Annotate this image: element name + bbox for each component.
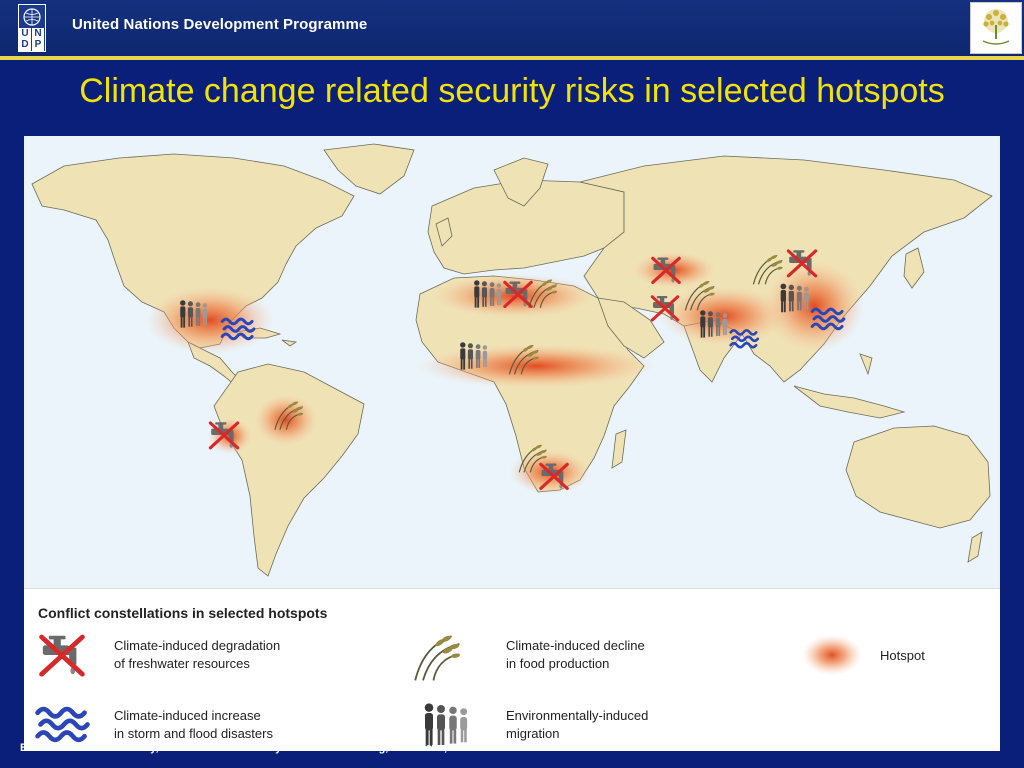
- footer: Environment and Security, UNDP-EuE Commu…: [0, 742, 1024, 768]
- legend-item-hotspot: Hotspot: [880, 648, 925, 663]
- legend-storm-line1: Climate-induced increase: [114, 708, 261, 723]
- legend-migration-line2: migration: [506, 726, 560, 741]
- undp-logo: U N D P: [18, 4, 46, 52]
- southeast-asia-islands: [793, 353, 906, 419]
- japan-landmass: [903, 247, 925, 289]
- scandinavia-landmass: [493, 157, 549, 207]
- legend-item-storm: Climate-induced increase in storm and fl…: [114, 707, 354, 743]
- arabia-landmass: [597, 297, 665, 359]
- legend-item-food: Climate-induced decline in food producti…: [506, 637, 746, 673]
- legend-title: Conflict constellations in selected hots…: [38, 605, 328, 621]
- logo-letter-n: N: [32, 28, 44, 40]
- map-legend: Conflict constellations in selected hots…: [24, 588, 1000, 751]
- footer-text: Environment and Security, UNDP-EuE Commu…: [20, 742, 590, 754]
- page-number: 5: [993, 742, 1000, 754]
- europe-landmass: [427, 179, 625, 275]
- legend-item-freshwater: Climate-induced degradation of freshwate…: [114, 637, 354, 673]
- world-map-svg: [31, 143, 993, 577]
- hotspot-amazon: [254, 394, 318, 446]
- logo-letter-d: D: [19, 39, 31, 51]
- new-zealand-landmass: [967, 531, 983, 563]
- logo-letter-p: P: [32, 39, 44, 51]
- map-figure: Conflict constellations in selected hots…: [24, 136, 1000, 751]
- hotspot-icon: [802, 635, 862, 675]
- australia-landmass: [845, 425, 991, 529]
- header-bar: U N D P United Nations Development Progr…: [0, 0, 1024, 56]
- org-name: United Nations Development Programme: [72, 16, 368, 33]
- tree-logo-icon: [982, 9, 1010, 45]
- south-america-landmass: [213, 363, 365, 577]
- legend-food-line2: in food production: [506, 656, 610, 671]
- greenland-landmass: [323, 143, 415, 195]
- logo-letter-u: U: [19, 28, 31, 40]
- madagascar-landmass: [611, 429, 627, 469]
- legend-freshwater-line2: of freshwater resources: [114, 656, 250, 671]
- world-map: [24, 136, 1000, 588]
- legend-item-migration: Environmentally-induced migration: [506, 707, 746, 743]
- legend-freshwater-line1: Climate-induced degradation: [114, 638, 281, 653]
- slide-title: Climate change related security risks in…: [79, 72, 945, 110]
- waves-icon: [32, 701, 96, 745]
- wheat-icon: [404, 631, 468, 683]
- legend-migration-line1: Environmentally-induced: [506, 708, 649, 723]
- legend-storm-line2: in storm and flood disasters: [114, 726, 273, 741]
- legend-food-line1: Climate-induced decline: [506, 638, 645, 653]
- un-emblem-icon: [23, 8, 41, 26]
- partner-logo: [970, 2, 1022, 54]
- crossed-tap-icon: [38, 633, 86, 677]
- header-rule: [0, 56, 1024, 60]
- britain-landmass: [435, 217, 453, 247]
- hotspot-central-america: [146, 286, 274, 354]
